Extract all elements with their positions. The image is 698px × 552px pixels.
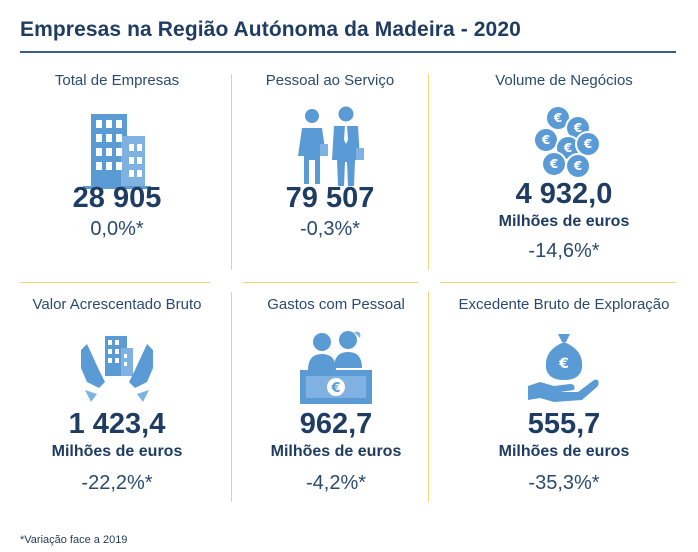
svg-text:€: € — [573, 159, 582, 173]
divider-vertical — [231, 292, 232, 502]
card-value: 555,7 — [527, 408, 601, 440]
card-variation: -0,3%* — [299, 218, 361, 240]
office-buildings-icon — [77, 102, 157, 192]
staff-euro-desk-icon: € — [296, 326, 376, 416]
svg-text:€: € — [541, 133, 550, 147]
stat-card-gastos-pessoal: Gastos com Pessoal € 962,7 Milhões de eu… — [224, 290, 448, 500]
card-unit: Milhões de euros — [498, 213, 630, 230]
svg-text:€: € — [583, 137, 592, 151]
card-label: Total de Empresas — [54, 72, 180, 89]
stat-card-total-empresas: Total de Empresas 28 905 0,0%* — [5, 70, 229, 270]
card-unit: Milhões de euros — [498, 443, 630, 460]
card-value: 962,7 — [299, 408, 373, 440]
divider-horizontal — [243, 282, 418, 283]
card-value: 79 507 — [285, 182, 375, 214]
page-title: Empresas na Região Autónoma da Madeira -… — [20, 18, 521, 41]
stat-card-pessoal-servico: Pessoal ao Serviço 79 507 -0,3%* — [218, 70, 442, 270]
divider-vertical — [428, 74, 429, 270]
card-label: Pessoal ao Serviço — [265, 72, 395, 89]
card-variation: -22,2%* — [81, 472, 153, 494]
stat-card-excedente-bruto: Excedente Bruto de Exploração € 555,7 Mi… — [440, 290, 688, 500]
card-variation: -35,3%* — [528, 472, 600, 494]
card-variation: -14,6%* — [528, 240, 600, 262]
svg-text:€: € — [573, 121, 582, 135]
card-value: 28 905 — [72, 182, 162, 214]
card-label: Valor Acrescentado Bruto — [32, 296, 202, 313]
divider-horizontal — [440, 282, 676, 283]
card-variation: 0,0%* — [90, 218, 144, 240]
staff-people-icon — [290, 100, 370, 190]
card-label: Excedente Bruto de Exploração — [458, 296, 670, 313]
hands-building-icon — [77, 330, 157, 420]
svg-text:€: € — [330, 381, 340, 396]
footnote: *Variação face a 2019 — [20, 534, 128, 546]
euro-coins-icon: € € € € € € € — [524, 102, 604, 192]
card-label: Gastos com Pessoal — [267, 296, 405, 313]
svg-text:€: € — [553, 111, 562, 125]
card-label: Volume de Negócios — [495, 72, 633, 89]
card-unit: Milhões de euros — [51, 443, 183, 460]
svg-text:€: € — [549, 157, 558, 171]
card-unit: Milhões de euros — [270, 443, 402, 460]
stat-card-volume-negocios: Volume de Negócios € € € € € € € 4 932,0 Milh… — [452, 70, 676, 270]
card-value: 4 932,0 — [515, 178, 613, 210]
card-variation: -4,2%* — [305, 472, 367, 494]
svg-text:€: € — [563, 141, 572, 155]
divider-horizontal — [20, 282, 210, 283]
svg-text:€: € — [558, 356, 569, 372]
title-underline — [20, 51, 676, 53]
divider-vertical — [428, 292, 429, 502]
divider-vertical — [231, 74, 232, 270]
stat-card-valor-acrescentado: Valor Acrescentado Bruto 1 423,4 Milhões… — [5, 290, 229, 500]
money-bag-hand-icon: € — [524, 326, 604, 416]
card-value: 1 423,4 — [68, 408, 166, 440]
